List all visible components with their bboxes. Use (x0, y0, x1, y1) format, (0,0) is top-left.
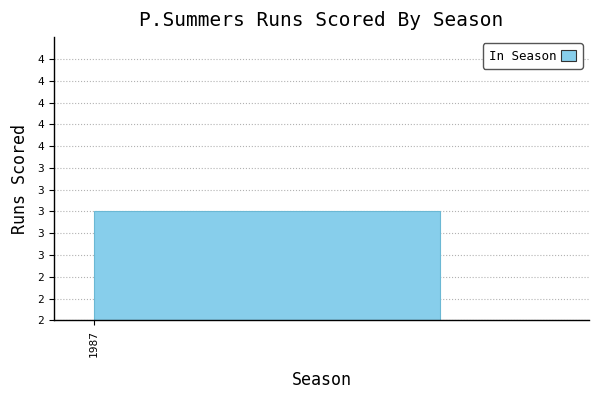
Y-axis label: Runs Scored: Runs Scored (11, 124, 29, 234)
Title: P.Summers Runs Scored By Season: P.Summers Runs Scored By Season (139, 11, 503, 30)
Bar (94, 212, 440, 400)
Legend: In Season: In Season (482, 44, 583, 69)
X-axis label: Season: Season (292, 371, 352, 389)
